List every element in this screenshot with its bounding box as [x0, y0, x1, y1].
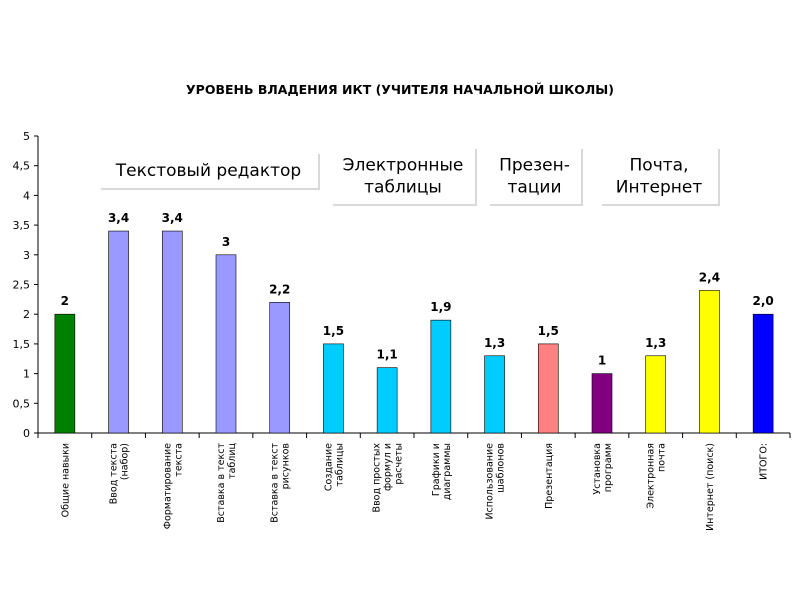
bar	[215, 254, 237, 434]
y-tick-label: 3	[23, 249, 30, 262]
y-tick-label: 3,5	[13, 219, 31, 232]
annotation-label: Электронные таблицы	[343, 156, 464, 198]
bar-value-label: 1,5	[538, 324, 559, 338]
bar	[537, 343, 559, 434]
y-tick-label: 5	[23, 130, 30, 143]
bar-value-label: 3,4	[162, 211, 183, 225]
y-tick-label: 0	[23, 427, 30, 440]
y-tick-label: 2,5	[13, 279, 31, 292]
bar-value-label: 3,4	[108, 211, 129, 225]
x-tick-label: Вставка в текстрисунков	[270, 443, 292, 523]
x-tick-label: ИТОГО:	[759, 443, 770, 480]
plot-area: 0 0,5 1 1,5 2 2,5 3 3,5 4 4,5 5 2 Общие навыки 3,4 Вво…	[13, 130, 791, 531]
bar	[323, 343, 344, 434]
x-tick-label: Созданиетаблицы	[323, 443, 345, 491]
bar-value-label: 1,9	[430, 300, 451, 314]
bar-value-label: 3	[222, 235, 230, 249]
annotation-label: Текстовый редактор	[115, 161, 301, 181]
bar	[591, 373, 613, 434]
group-annotations: Текстовый редактор Электронные таблицы През…	[99, 147, 720, 206]
bar-value-label: 1,5	[323, 324, 344, 338]
bar-value-label: 2	[61, 294, 69, 308]
bar	[108, 230, 129, 434]
bar-value-label: 1,1	[377, 348, 398, 362]
x-tick-label: Использованиешаблонов	[485, 443, 507, 520]
bar	[376, 367, 398, 434]
x-tick-label: Форматированиетекста	[162, 443, 184, 529]
bar	[269, 302, 291, 434]
x-tick-label: Вставка в тексттаблиц	[216, 442, 238, 522]
bar	[752, 313, 774, 434]
y-tick-label: 1	[23, 368, 30, 381]
x-tick-label: Установкапрограмм	[592, 443, 614, 495]
x-tick-label: Графики идиаграммы	[431, 443, 453, 500]
x-tick-label: Электроннаяпочта	[646, 443, 668, 509]
bar-value-label: 1,3	[645, 336, 666, 350]
annotation-label: Почта, Интернет	[616, 156, 703, 198]
x-tick-label: Общие навыки	[60, 443, 71, 517]
bar	[699, 290, 720, 434]
bar-value-label: 1,3	[484, 336, 505, 350]
x-tick-label: Ввод простыхформул ирасчеты	[372, 443, 405, 513]
bar	[161, 230, 183, 434]
y-tick-label: 2	[23, 308, 30, 321]
y-tick-label: 4,5	[13, 160, 31, 173]
annotation-label: Презен-тации	[499, 156, 570, 198]
bar-value-label: 2,2	[269, 282, 290, 296]
annotation-box	[99, 152, 318, 188]
x-tick-label: Интернет (поиск)	[705, 443, 716, 531]
annotation-box	[331, 147, 475, 204]
x-tick-label: Ввод текста(набор)	[109, 443, 131, 504]
annotation-box	[488, 147, 581, 204]
y-tick-label: 4	[23, 189, 30, 202]
chart-title: УРОВЕНЬ ВЛАДЕНИЯ ИКТ (УЧИТЕЛЯ НАЧАЛЬНОЙ …	[186, 82, 614, 97]
bar	[484, 355, 505, 434]
bar	[645, 355, 667, 434]
annotation-box	[600, 147, 718, 204]
y-tick-label: 1,5	[13, 338, 31, 351]
bar-value-label: 2,0	[753, 294, 774, 308]
y-tick-label: 0,5	[13, 397, 31, 410]
x-tick-label: Презентация	[544, 443, 555, 509]
bar	[430, 319, 452, 434]
bar	[54, 313, 76, 434]
bar-value-label: 1	[598, 354, 606, 368]
bar-value-label: 2,4	[699, 270, 720, 284]
